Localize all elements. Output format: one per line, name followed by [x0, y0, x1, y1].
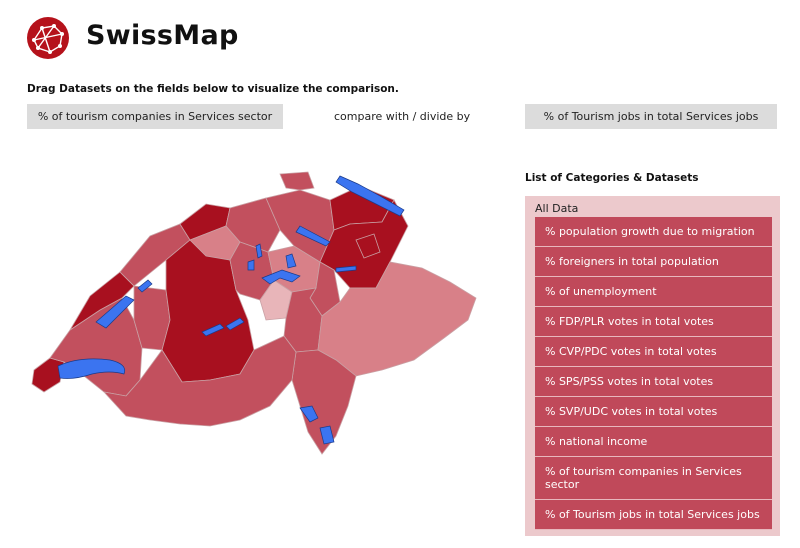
dataset-list: % population growth due to migration % f…: [535, 217, 772, 530]
lake-zurich: [295, 225, 331, 247]
lake-brienz: [225, 317, 245, 331]
dataset-item[interactable]: % of unemployment: [535, 277, 772, 307]
lake-hallwil: [255, 243, 263, 259]
dataset-item[interactable]: % population growth due to migration: [535, 217, 772, 247]
lake-constance: [335, 175, 405, 217]
dataset-item[interactable]: % FDP/PLR votes in total votes: [535, 307, 772, 337]
dataset-item[interactable]: % SPS/PSS votes in total votes: [535, 367, 772, 397]
dataset-item[interactable]: % CVP/PDC votes in total votes: [535, 337, 772, 367]
lake-biel: [137, 279, 153, 293]
map-region-ticino[interactable]: [291, 349, 357, 455]
category-all-data[interactable]: All Data: [535, 202, 579, 215]
instruction-text: Drag Datasets on the fields below to vis…: [27, 83, 399, 95]
lake-sempach: [247, 259, 255, 271]
lake-lucerne: [261, 269, 301, 285]
dataset-drop-field-left[interactable]: % of tourism companies in Services secto…: [27, 104, 283, 129]
lake-neuchatel: [95, 295, 135, 329]
lake-geneva: [57, 358, 126, 379]
dataset-drop-field-right[interactable]: % of Tourism jobs in total Services jobs: [525, 104, 777, 129]
lake-thun: [201, 323, 225, 337]
compare-operator-label: compare with / divide by: [334, 110, 471, 123]
dataset-item[interactable]: % foreigners in total population: [535, 247, 772, 277]
map-region-schaffhausen[interactable]: [279, 171, 315, 191]
lake-maggiore: [299, 405, 319, 423]
lake-zug: [285, 253, 297, 269]
dataset-item[interactable]: % of tourism companies in Services secto…: [535, 457, 772, 500]
categories-heading: List of Categories & Datasets: [525, 172, 699, 184]
switzerland-choropleth-map: [31, 171, 477, 455]
app-title: SwissMap: [86, 20, 239, 51]
swissmap-logo-icon: [27, 17, 69, 59]
dataset-item[interactable]: % SVP/UDC votes in total votes: [535, 397, 772, 427]
map-region-appenzell[interactable]: [355, 233, 381, 259]
dataset-item[interactable]: % of Tourism jobs in total Services jobs: [535, 500, 772, 530]
lake-walen: [335, 265, 357, 273]
map-region-valais[interactable]: [102, 335, 297, 427]
lake-lugano: [319, 425, 335, 445]
categories-panel: All Data % population growth due to migr…: [525, 196, 780, 536]
dataset-item[interactable]: % national income: [535, 427, 772, 457]
